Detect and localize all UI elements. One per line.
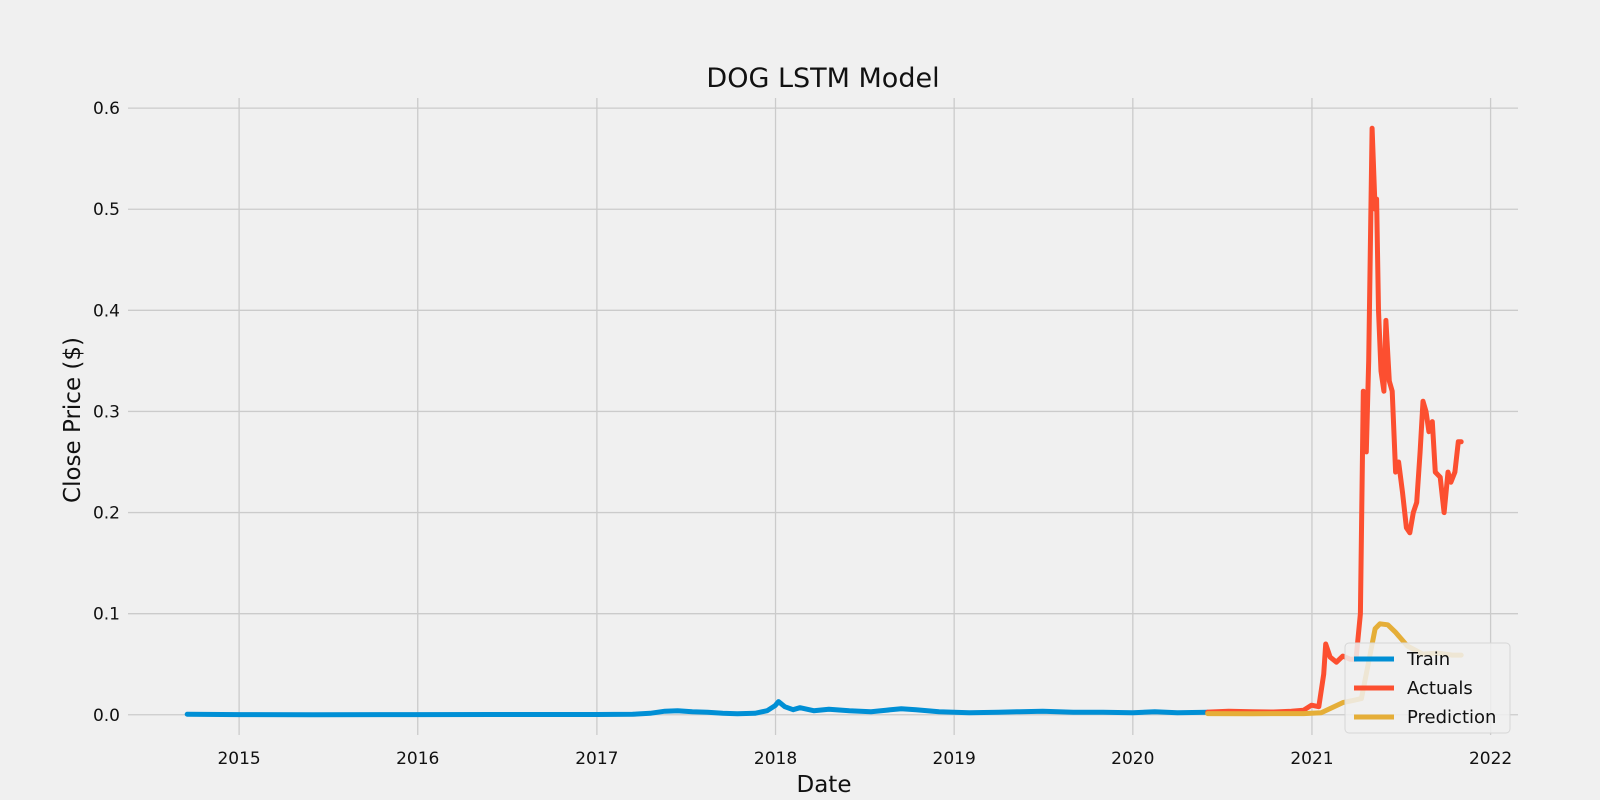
y-tick-label: 0.1 [93, 605, 120, 625]
x-tick-label: 2021 [1290, 749, 1333, 769]
series-layer [184, 125, 1464, 718]
x-tick-label: 2020 [1111, 749, 1154, 769]
y-tick-label: 0.4 [93, 301, 120, 321]
y-tick-label: 0.5 [93, 200, 120, 220]
x-tick-label: 2016 [396, 749, 439, 769]
legend-label-actuals: Actuals [1407, 678, 1473, 699]
y-axis-title: Close Price ($) [60, 337, 86, 503]
x-axis-title: Date [797, 772, 852, 798]
legend: Train Actuals Prediction [1344, 642, 1511, 734]
legend-label-train: Train [1406, 649, 1450, 670]
x-tick-label: 2018 [754, 749, 797, 769]
series-line-train [184, 699, 1210, 718]
tick-labels: 0.0 0.1 0.2 0.3 0.4 0.5 0.6 2015 2016 2017 2018 201… [93, 99, 1512, 769]
x-tick-label: 2015 [217, 749, 260, 769]
y-tick-label: 0.3 [93, 402, 120, 422]
y-tick-label: 0.0 [93, 706, 120, 726]
y-tick-label: 0.6 [93, 99, 120, 119]
series-line-actuals [1205, 125, 1464, 715]
y-tick-label: 0.2 [93, 504, 120, 524]
x-tick-label: 2022 [1469, 749, 1512, 769]
grid [128, 98, 1518, 735]
x-tick-label: 2019 [933, 749, 976, 769]
chart-title: DOG LSTM Model [706, 63, 939, 94]
legend-label-prediction: Prediction [1407, 707, 1496, 728]
x-tick-label: 2017 [575, 749, 618, 769]
legend-box [1344, 642, 1511, 734]
